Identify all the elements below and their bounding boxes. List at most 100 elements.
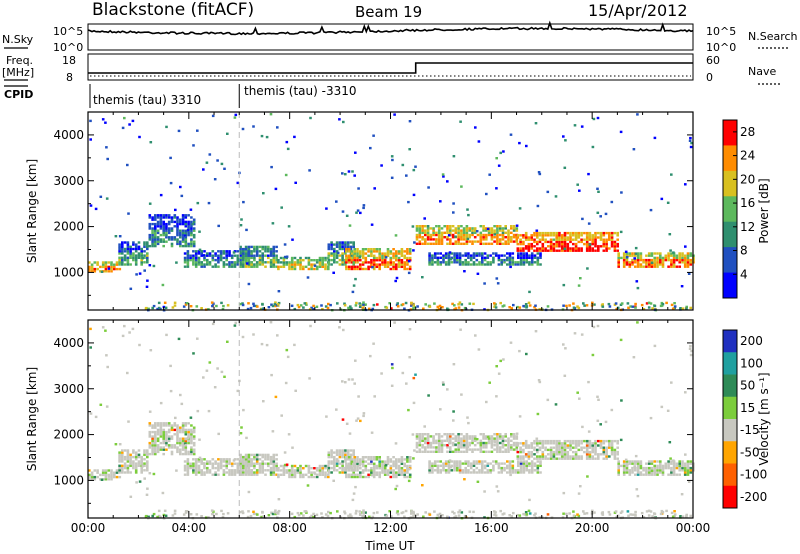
- velocity-cell: [291, 446, 294, 449]
- power-cell: [454, 307, 458, 310]
- velocity-cell: [582, 510, 585, 513]
- velocity-cell: [613, 448, 617, 452]
- power-colorbar-segment: [723, 120, 737, 146]
- power-cell: [347, 254, 351, 257]
- power-cell: [190, 233, 193, 237]
- power-cell: [338, 243, 342, 246]
- velocity-cell: [187, 452, 190, 456]
- velocity-cell: [406, 467, 409, 470]
- power-cell: [123, 250, 127, 253]
- velocity-cell: [683, 462, 687, 465]
- velocity-cell: [583, 450, 586, 454]
- power-cell: [247, 250, 251, 253]
- velocity-cell: [421, 446, 424, 449]
- velocity-cell: [672, 466, 676, 470]
- power-cell: [282, 261, 286, 264]
- power-cell: [275, 254, 278, 257]
- power-cell: [617, 265, 620, 268]
- power-cell: [428, 252, 431, 255]
- velocity-cell: [549, 446, 553, 449]
- velocity-colorbar-tick-label: -200: [740, 490, 767, 504]
- velocity-cell: [388, 510, 391, 513]
- velocity-cell: [431, 469, 434, 472]
- power-cell: [269, 250, 273, 253]
- power-cell: [508, 252, 512, 255]
- velocity-cell: [156, 437, 160, 440]
- power-cell: [442, 254, 445, 257]
- power-cell: [517, 261, 520, 264]
- power-cell: [577, 240, 581, 244]
- velocity-cell: [126, 464, 130, 467]
- power-cell: [673, 305, 677, 308]
- power-cell: [594, 236, 597, 239]
- noise-sky-line: [87, 20, 694, 36]
- power-cell: [89, 204, 93, 207]
- velocity-cell: [190, 446, 193, 449]
- power-cell: [479, 225, 483, 228]
- power-cell: [530, 254, 534, 257]
- power-cell: [457, 233, 460, 237]
- velocity-cell: [245, 470, 249, 473]
- velocity-cell: [345, 475, 348, 479]
- power-cell: [378, 265, 381, 268]
- power-cell: [572, 242, 575, 246]
- power-cell: [481, 252, 484, 255]
- power-cell: [162, 240, 165, 243]
- velocity-cell: [148, 410, 152, 413]
- power-cell: [511, 256, 515, 259]
- power-cell: [415, 238, 419, 241]
- velocity-x-axis: 00:00 04:00 08:00 12:00 16:00 20:00 00:00: [71, 320, 710, 535]
- velocity-cell: [477, 348, 481, 351]
- velocity-cell: [208, 471, 212, 474]
- velocity-cell: [634, 466, 637, 470]
- velocity-cell: [176, 426, 179, 429]
- power-cell: [173, 304, 177, 307]
- power-cell: [324, 267, 327, 271]
- power-cell: [481, 261, 484, 264]
- power-cell: [458, 252, 462, 255]
- velocity-cell: [485, 435, 488, 438]
- power-cell: [318, 263, 322, 266]
- velocity-cell: [151, 452, 154, 456]
- velocity-cell: [200, 458, 203, 461]
- velocity-cell: [217, 432, 220, 436]
- power-cell: [151, 236, 154, 239]
- velocity-cell: [656, 469, 659, 472]
- velocity-cell: [530, 469, 534, 472]
- velocity-cell: [645, 510, 649, 513]
- velocity-cell: [272, 469, 276, 472]
- velocity-cell: [233, 473, 237, 476]
- power-cell: [277, 290, 281, 293]
- power-cell: [333, 247, 336, 251]
- velocity-cell: [647, 460, 651, 463]
- power-cell: [354, 304, 358, 307]
- velocity-cell: [293, 469, 297, 472]
- velocity-cell: [440, 448, 444, 451]
- power-cell: [192, 222, 196, 226]
- power-cell: [516, 242, 520, 246]
- power-cell: [351, 170, 354, 173]
- velocity-cell: [333, 464, 336, 467]
- velocity-cell: [353, 382, 356, 385]
- power-cell: [565, 304, 568, 308]
- velocity-cell: [244, 453, 248, 457]
- power-cell: [610, 234, 614, 237]
- velocity-cell: [183, 466, 187, 470]
- power-cell: [460, 229, 463, 232]
- velocity-cell: [650, 471, 654, 474]
- velocity-cell: [302, 475, 305, 479]
- power-cell: [162, 238, 165, 241]
- velocity-cell: [496, 490, 500, 493]
- velocity-cell: [422, 515, 425, 518]
- power-cell: [650, 252, 654, 255]
- velocity-cell: [616, 514, 620, 517]
- power-cell: [372, 303, 376, 307]
- power-cell: [415, 233, 419, 237]
- velocity-cell: [372, 467, 376, 470]
- velocity-cell: [460, 446, 463, 449]
- velocity-colorbar-tick-label: 200: [740, 334, 763, 348]
- velocity-cell: [341, 466, 344, 470]
- power-cell: [588, 249, 592, 252]
- power-cell: [341, 247, 344, 251]
- power-cell: [437, 233, 441, 237]
